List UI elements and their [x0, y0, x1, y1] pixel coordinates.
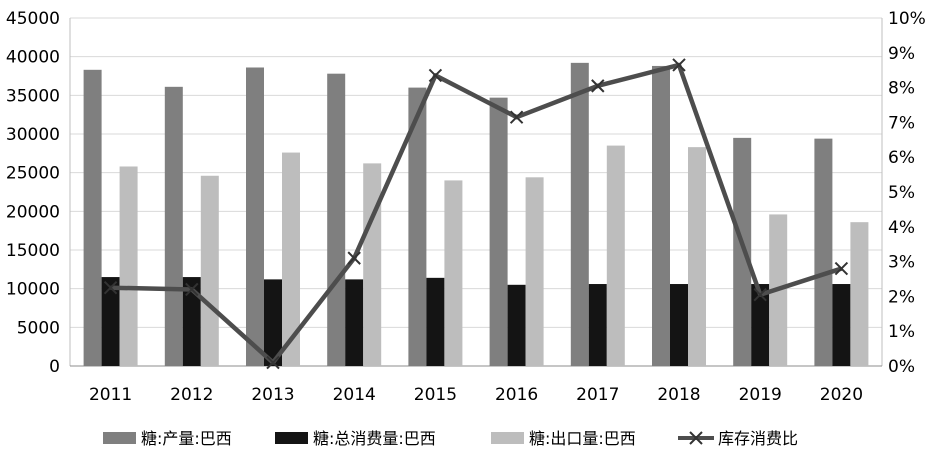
right-tick-label: 7% — [888, 113, 915, 133]
bar — [164, 86, 183, 367]
legend-label: 糖:总消费量:巴西 — [313, 429, 436, 448]
line-marker — [834, 261, 849, 276]
line-marker — [509, 110, 524, 124]
bar — [101, 277, 120, 366]
right-tick-label: 6% — [888, 148, 915, 168]
bar — [246, 67, 264, 366]
bar — [264, 279, 282, 366]
legend-label: 糖:出口量:巴西 — [529, 429, 636, 448]
bar — [850, 222, 869, 366]
right-tick-label: 3% — [888, 253, 915, 273]
bar — [751, 284, 770, 366]
line-marker — [753, 287, 767, 302]
x-tick-label: 2014 — [333, 385, 376, 405]
series-line — [110, 62, 843, 365]
x-tick-label: 2017 — [576, 385, 619, 405]
bar — [570, 62, 589, 366]
bar — [345, 279, 364, 366]
line-marker — [347, 251, 361, 265]
bar — [489, 97, 508, 367]
bar — [525, 177, 544, 366]
bar — [652, 65, 670, 367]
right-tick-label: 8% — [888, 79, 915, 99]
left-tick-label: 0 — [49, 357, 60, 377]
line-marker — [103, 280, 118, 295]
x-tick-label: 2018 — [657, 385, 700, 405]
bar — [688, 147, 706, 366]
line-marker — [185, 282, 199, 297]
x-tick-label: 2020 — [820, 385, 863, 405]
bar — [282, 152, 300, 366]
bar — [733, 137, 752, 366]
left-tick-label: 35000 — [6, 86, 60, 106]
bar — [814, 138, 833, 366]
left-tick-label: 20000 — [6, 202, 60, 222]
x-tick-label: 2019 — [739, 385, 782, 405]
left-tick-label: 30000 — [6, 125, 60, 145]
x-tick-label: 2011 — [89, 385, 132, 405]
bar — [363, 163, 382, 366]
x-tick-label: 2013 — [251, 385, 294, 405]
line-marker — [672, 58, 686, 72]
bar — [588, 284, 607, 366]
left-tick-label: 45000 — [6, 9, 60, 29]
right-tick-label: 1% — [888, 322, 915, 342]
x-tick-label: 2016 — [495, 385, 538, 405]
bar — [83, 69, 102, 367]
legend-swatch — [103, 432, 136, 444]
bar — [182, 277, 201, 366]
bar — [444, 180, 463, 366]
bar — [119, 166, 138, 366]
right-tick-label: 9% — [888, 44, 915, 64]
line-marker — [591, 79, 605, 93]
bar — [832, 284, 851, 366]
legend-swatch — [491, 432, 524, 444]
legend-swatch — [275, 432, 308, 444]
right-tick-label: 5% — [888, 183, 915, 203]
left-tick-label: 25000 — [6, 164, 60, 184]
left-tick-label: 5000 — [17, 318, 60, 338]
line-marker — [428, 68, 443, 83]
right-tick-label: 0% — [888, 357, 915, 377]
x-tick-label: 2012 — [170, 385, 213, 405]
right-tick-label: 4% — [888, 218, 915, 238]
bar — [200, 175, 219, 366]
bar — [426, 277, 445, 366]
bar — [606, 145, 625, 366]
left-tick-label: 15000 — [6, 241, 60, 261]
right-tick-label: 10% — [888, 9, 926, 29]
bar — [408, 87, 427, 366]
right-tick-label: 2% — [888, 287, 915, 307]
bar — [670, 284, 688, 366]
x-tick-label: 2015 — [414, 385, 457, 405]
line-marker — [266, 355, 280, 370]
left-tick-label: 40000 — [6, 48, 60, 68]
legend-label: 糖:产量:巴西 — [141, 429, 232, 448]
bar — [507, 284, 526, 366]
legend-marker — [689, 431, 703, 445]
bar — [327, 73, 346, 367]
left-tick-label: 10000 — [6, 280, 60, 300]
legend-label: 库存消费比 — [718, 429, 798, 448]
